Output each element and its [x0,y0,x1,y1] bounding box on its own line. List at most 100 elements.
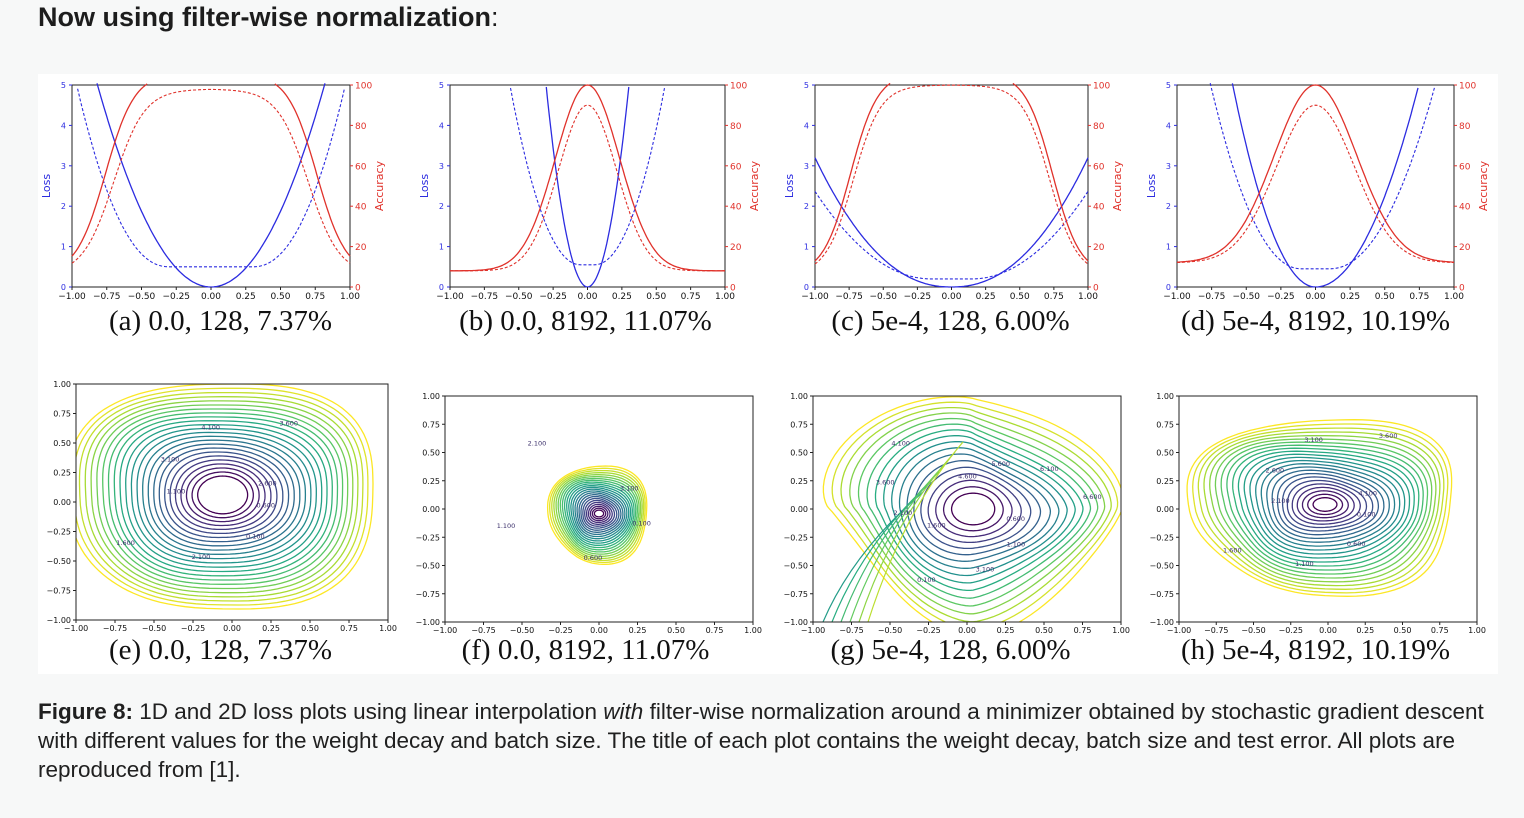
section-heading: Now using filter-wise normalization: [38,2,499,33]
contour-line [78,391,364,602]
loss-tick-label: 0 [804,283,809,292]
contour-label: 0.600 [1006,515,1025,523]
subcaption-b: (b) 0.0, 8192, 11.07% [459,305,712,337]
contour-lines [76,384,374,610]
accuracy-tick-label: 80 [1093,122,1105,132]
x-tick-label: −0.75 [839,626,864,635]
y-tick-label: 0.75 [790,420,808,429]
x-tick-label: −0.50 [1232,292,1260,302]
contour-line [557,476,640,555]
x-tick-label: −0.25 [162,292,190,302]
loss-plot-c: 0 1 2 3 4 5 0 20 40 60 80 100 −1.00 −0.75 −0.50 −0.25 0.… [783,81,1124,302]
contour-line [158,447,290,543]
contour-line [1296,486,1355,522]
loss-tick-label: 1 [804,243,809,252]
loss-tick-label: 5 [804,81,809,90]
x-tick-label: 0.50 [1010,292,1030,302]
contour-line [591,507,607,520]
loss-tick-label: 1 [439,243,444,252]
x-tick-label: −0.75 [1198,292,1226,302]
contour-line [1260,463,1396,547]
x-tick-label: −1.00 [436,292,464,302]
loss-tick-label: 4 [61,121,66,130]
accuracy-curve-dashed [814,84,1089,265]
y-tick-label: −0.75 [415,590,440,599]
corner-contour [867,441,964,622]
contour-label: 0.100 [917,576,936,584]
contour-line [164,451,284,539]
contour-lines [822,396,1121,622]
contour-plot-e: 0.600 0.100 2.100 1.600 1.100 3.100 4.100 3.600… [46,380,396,633]
accuracy-curve-dashed [1176,104,1455,264]
contour-lines [1186,419,1453,597]
accuracy-tick-label: 60 [730,162,742,172]
contour-line [574,490,626,538]
y-tick-label: 0.25 [790,477,808,486]
contour-line [1226,444,1424,571]
contour-line [935,479,1013,538]
contour-line [113,416,333,577]
loss-tick-label: 0 [1166,283,1171,292]
contour-line [90,400,354,594]
accuracy-tick-label: 0 [1093,284,1099,294]
x-tick-label: 0.75 [681,292,701,302]
contour-line [874,429,1084,592]
x-tick-label: −1.00 [64,624,89,633]
contour-line [130,427,317,564]
contour-line [559,477,639,553]
loss-axis-label: Loss [783,174,796,198]
contour-line [866,423,1092,599]
loss-tick-label: 1 [61,243,66,252]
x-tick-label: 0.00 [590,626,608,635]
contour-line [582,497,618,529]
y-tick-label: 0.50 [1156,449,1174,458]
accuracy-tick-label: 0 [355,284,361,294]
contour-line [185,467,260,523]
contour-label: 1.100 [1007,540,1026,548]
loss-plot-a: 0 1 2 3 4 5 0 20 40 60 80 100 −1.00 −0.75 −0.50 −0.25 0.… [40,81,386,302]
contour-line [1286,479,1368,529]
x-tick-label: −0.25 [916,626,941,635]
x-tick-label: −1.00 [801,292,829,302]
x-tick-label: 0.75 [1431,626,1449,635]
accuracy-tick-label: 20 [1459,243,1471,253]
plot-frame [814,84,1089,288]
y-tick-label: 0.25 [53,469,71,478]
contour-label: 0.100 [1357,510,1376,518]
x-tick-label: 0.00 [1305,292,1325,302]
x-tick-label: −0.25 [548,626,573,635]
x-tick-label: −1.00 [801,626,826,635]
x-tick-label: 1.00 [340,292,360,302]
contour-label: 1.600 [116,539,135,547]
contour-line [942,486,1004,532]
x-tick-label: −0.50 [142,624,167,633]
figure-caption: Figure 8: 1D and 2D loss plots using lin… [38,697,1496,784]
contour-line [1271,469,1385,540]
loss-plot-d: 0 1 2 3 4 5 0 20 40 60 80 100 −1.00 −0.75 −0.50 −0.25 0.… [1145,81,1490,302]
x-tick-label: −0.50 [510,626,535,635]
x-tick-label: 0.25 [262,624,280,633]
contour-line [891,441,1068,577]
loss-curve-solid [96,83,326,288]
x-tick-label: −0.75 [93,292,121,302]
plot-frame [71,84,351,288]
contour-label: 1.100 [1295,560,1314,568]
accuracy-tick-label: 60 [1093,162,1105,172]
subcaption-h: (h) 5e-4, 8192, 10.19% [1180,634,1450,666]
x-tick-label: 0.75 [1409,292,1429,302]
loss-tick-label: 4 [439,121,444,130]
contour-label: 1.600 [927,521,946,529]
x-tick-label: 1.00 [715,292,735,302]
contour-line [1255,459,1401,551]
contour-line [1281,476,1374,532]
accuracy-tick-label: 0 [1459,284,1465,294]
caption-text-after: filter-wise normalization around a minim… [38,699,1484,782]
y-tick-label: 0.75 [422,420,440,429]
accuracy-axis-label: Accuracy [1111,160,1124,211]
contour-line [76,387,369,606]
y-tick-label: 0.50 [53,439,71,448]
contour-label: 3.600 [876,478,895,486]
contour-line [589,505,609,522]
y-tick-label: 0.75 [53,410,71,419]
